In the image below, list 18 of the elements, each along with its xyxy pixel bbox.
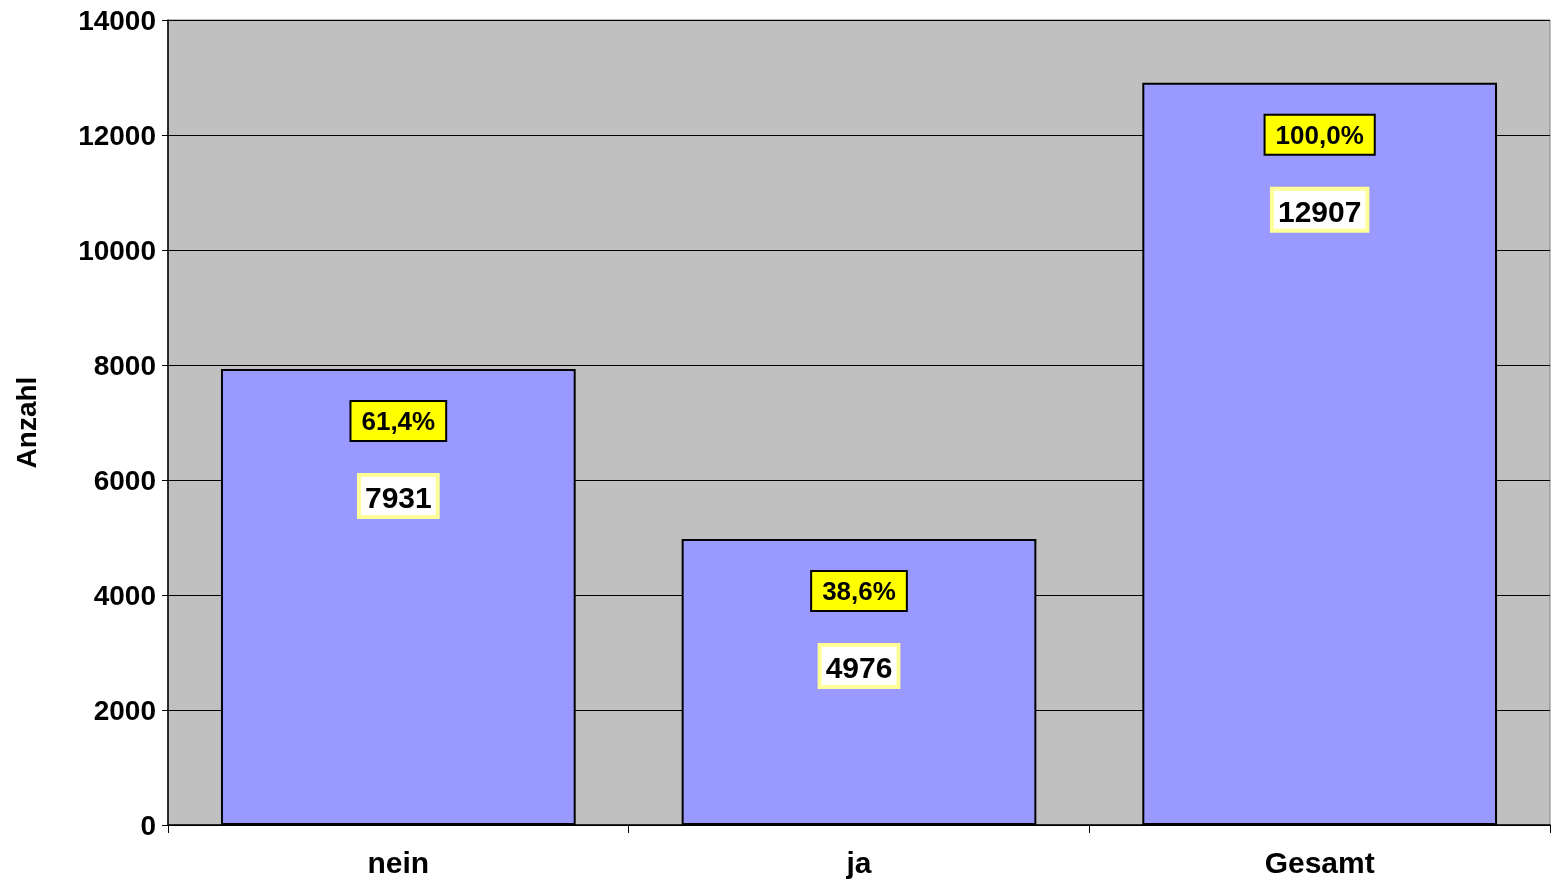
y-axis-title: Anzahl <box>10 376 42 469</box>
data-label: 7931 <box>364 481 432 515</box>
y-tick-label: 0 <box>140 809 156 841</box>
y-tick-label: 14000 <box>78 4 156 36</box>
annotation: 38,6% <box>822 575 896 606</box>
y-tick-label: 2000 <box>93 694 156 726</box>
y-tick-label: 6000 <box>93 464 156 496</box>
data-label: 12907 <box>1277 195 1362 229</box>
y-tick-label: 10000 <box>78 234 156 266</box>
y-tick-label: 12000 <box>78 119 156 151</box>
y-tick-label: 8000 <box>93 349 156 381</box>
annotation: 100,0% <box>1275 119 1364 150</box>
x-tick-label: ja <box>845 845 872 879</box>
data-label: 4976 <box>825 651 893 685</box>
x-tick-label: nein <box>367 845 430 879</box>
annotation: 61,4% <box>361 405 436 436</box>
x-tick-label: Gesamt <box>1264 845 1375 879</box>
y-tick-label: 4000 <box>93 579 156 611</box>
